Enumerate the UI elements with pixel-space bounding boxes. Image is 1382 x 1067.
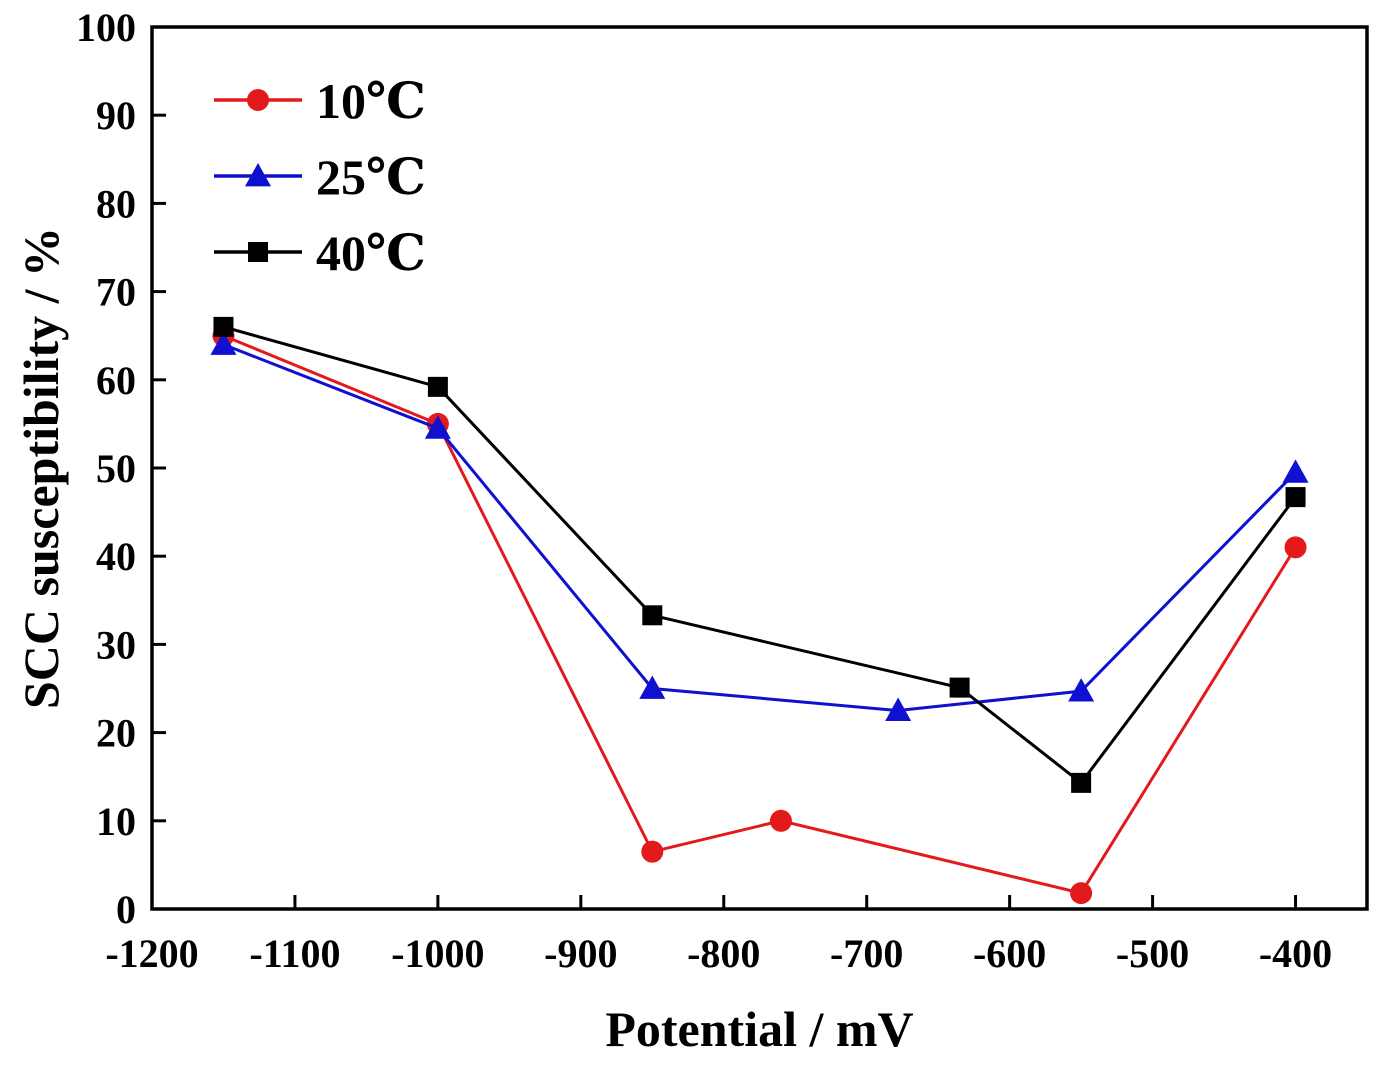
data-point (642, 605, 663, 626)
x-axis-label: Potential / mV (605, 1001, 913, 1057)
y-axis-label: SCC susceptibility / % (13, 227, 69, 709)
x-tick-label: -400 (1259, 931, 1332, 976)
series-line (222, 334, 1297, 895)
x-tick-label: -900 (544, 931, 617, 976)
x-tick-label: -500 (1116, 931, 1189, 976)
series-line (222, 343, 1297, 713)
series-1 (212, 324, 1307, 905)
y-tick-label: 20 (96, 711, 136, 756)
data-point (424, 415, 451, 439)
x-tick-label: -1200 (105, 931, 198, 976)
data-point (1285, 487, 1306, 508)
data-point (769, 809, 792, 832)
data-point (427, 376, 448, 397)
y-tick-label: 10 (96, 799, 136, 844)
series-3 (213, 316, 1306, 793)
data-point (885, 697, 912, 721)
data-point (213, 316, 234, 337)
legend-entry: 25℃ (214, 149, 426, 205)
data-point (1282, 459, 1309, 483)
y-tick-label: 60 (96, 358, 136, 403)
data-point (1071, 772, 1092, 793)
legend-label: 40℃ (316, 225, 426, 281)
y-tick-label: 80 (96, 181, 136, 226)
y-tick-label: 90 (96, 93, 136, 138)
legend-label: 10℃ (316, 73, 426, 129)
y-tick-label: 100 (76, 5, 136, 50)
x-tick-label: -600 (973, 931, 1046, 976)
data-point (1284, 536, 1307, 559)
legend-marker (245, 163, 271, 187)
y-tick-label: 50 (96, 446, 136, 491)
legend-label: 25℃ (316, 149, 426, 205)
x-tick-label: -1100 (249, 931, 340, 976)
data-point (1068, 678, 1095, 702)
legend-entry: 40℃ (214, 225, 426, 281)
data-point (641, 840, 664, 863)
data-point (949, 677, 970, 698)
y-tick-label: 30 (96, 622, 136, 667)
y-tick-label: 0 (116, 887, 136, 932)
legend-marker (248, 242, 268, 262)
x-tick-label: -1000 (391, 931, 484, 976)
y-tick-label: 40 (96, 534, 136, 579)
data-point (639, 675, 666, 699)
series-line (223, 325, 1297, 785)
series-2 (210, 331, 1309, 721)
y-tick-label: 70 (96, 270, 136, 315)
data-point (1070, 882, 1093, 905)
x-tick-label: -800 (687, 931, 760, 976)
legend-marker (247, 89, 269, 111)
x-tick-label: -700 (830, 931, 903, 976)
legend-entry: 10℃ (214, 73, 426, 129)
data-point (210, 331, 237, 355)
